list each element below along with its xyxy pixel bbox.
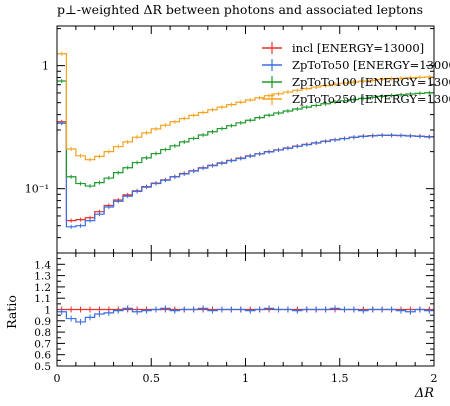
series-zptoto100	[57, 79, 434, 189]
y-tick-label: 0.8	[34, 327, 51, 339]
legend-label: ZpToTo100 [ENERGY=13000]	[292, 75, 450, 89]
y-tick-label: 0.9	[34, 316, 51, 328]
legend-label: ZpToTo250 [ENERGY=13000]	[292, 92, 450, 106]
ratio-plot-frame	[56, 252, 435, 367]
ratio-series-group	[57, 305, 434, 325]
series-zptoto50	[57, 121, 434, 229]
series-line	[57, 80, 434, 187]
series-line	[57, 53, 434, 161]
y-tick-label: 1.2	[34, 282, 51, 294]
x-tick-label: 0	[54, 372, 61, 385]
x-axis-label: ΔR	[414, 386, 434, 401]
ratio-panel: 0 0.5 1 1.5 20.50.60.70.80.911.11.21.31.4 Ra…	[4, 252, 438, 401]
series-line	[57, 122, 434, 228]
y-tick-label: 10⁻¹	[25, 183, 49, 196]
y-tick-label: 1.1	[34, 293, 51, 305]
y-tick-label: 1	[44, 305, 51, 317]
x-tick-label: 1.5	[331, 372, 349, 385]
ratio-line	[57, 307, 434, 323]
legend: incl [ENERGY=13000] ZpToTo50 [ENERGY=1300…	[262, 41, 450, 106]
y-tick-label: 0.6	[34, 350, 51, 362]
y-tick-label: 1	[42, 60, 49, 73]
y-tick-label: 1.4	[34, 259, 51, 271]
x-tick-label: 0.5	[143, 372, 161, 385]
y-tick-label: 0.5	[34, 361, 51, 373]
x-tick-label: 2	[431, 372, 438, 385]
chart-title: p⊥-weighted ΔR between photons and assoc…	[57, 2, 423, 17]
x-tick-label: 1	[242, 372, 249, 385]
legend-label: ZpToTo50 [ENERGY=13000]	[292, 58, 450, 72]
series-zptoto250	[57, 51, 434, 162]
ratio-ylabel: Ratio	[4, 295, 19, 329]
ratio-axis-ticks: 0 0.5 1 1.5 20.50.60.70.80.911.11.21.31.4	[34, 252, 438, 385]
legend-label: incl [ENERGY=13000]	[292, 41, 424, 55]
main-panel: 10⁻¹ 1 incl [ENERGY=13000] ZpToTo50 [ENERG…	[25, 25, 450, 254]
main-series-group	[57, 51, 434, 229]
y-tick-label: 0.7	[34, 338, 51, 350]
y-tick-label: 1.3	[34, 271, 51, 283]
ratio-zptoto50	[57, 305, 434, 325]
